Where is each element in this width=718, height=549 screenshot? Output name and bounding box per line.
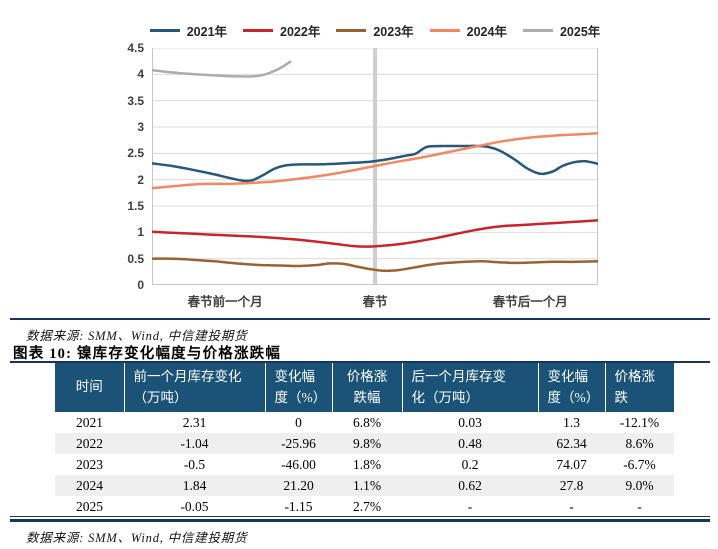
y-tick-label: 3.5 xyxy=(127,93,144,108)
table-cell: 1.8% xyxy=(352,456,382,472)
table-cell: 27.8 xyxy=(559,477,584,493)
y-tick-label: 4.5 xyxy=(127,41,144,55)
table-header-row: 时间 前一个月库存变化 （万吨） 变化幅 度（%） 价格涨 跌幅 后一个月库存变 化（万… xyxy=(55,363,674,412)
table-cell: 2025 xyxy=(76,498,103,514)
table-cell: 0.62 xyxy=(458,477,482,493)
table-cell: 62.34 xyxy=(556,435,587,451)
table-cell: 2022 xyxy=(76,435,103,451)
table-cell: 1.84 xyxy=(182,477,207,493)
nickel-seasonal-line-chart xyxy=(152,48,598,285)
y-tick-label: 1.5 xyxy=(127,199,144,213)
table-cell: -0.5 xyxy=(183,456,206,472)
chart-legend: 2021年 2022年 2023年 2024年 2025年 xyxy=(149,21,601,40)
table-header-cell: 价格涨 跌 xyxy=(605,363,674,412)
table-cell: 2021 xyxy=(76,414,103,430)
table-cell: 6.8% xyxy=(352,414,382,430)
table-cell: 2024 xyxy=(76,477,103,493)
series-line-2024 xyxy=(152,132,598,190)
table-cell: - xyxy=(569,498,574,514)
legend-line-swatch xyxy=(522,29,553,32)
table-cell: 9.8% xyxy=(352,435,382,451)
inventory-price-table: 时间 前一个月库存变化 （万吨） 变化幅 度（%） 价格涨 跌幅 后一个月库存变 化（万… xyxy=(55,363,674,517)
table-cell: -25.96 xyxy=(281,435,316,451)
table-cell: 0.2 xyxy=(461,456,479,472)
table-row-2022: 2022 -1.04 -25.96 9.8% 0.48 62.34 8.6% xyxy=(55,433,674,454)
y-tick-label: 3 xyxy=(137,120,144,134)
table-top-rule xyxy=(10,361,710,363)
series-line-2021 xyxy=(152,144,598,183)
legend-item-2023: 2023年 xyxy=(336,21,414,40)
table-cell: -0.05 xyxy=(180,498,209,514)
table-cell: 0.03 xyxy=(458,414,482,430)
y-tick-label: 2.5 xyxy=(127,146,144,161)
y-tick-label: 1 xyxy=(137,225,144,240)
legend-label: 2024年 xyxy=(466,25,507,39)
table-cell: 9.0% xyxy=(625,477,654,493)
series-line-2023 xyxy=(152,257,598,273)
table-cell: -12.1% xyxy=(619,414,660,430)
table-row-2024: 2024 1.84 21.20 1.1% 0.62 27.8 9.0% xyxy=(55,475,674,496)
figure-title: 图表 10: 镍库存变化幅度与价格涨跌幅 xyxy=(13,346,282,362)
x-tick-label: 春节 xyxy=(362,295,388,309)
legend-label: 2022年 xyxy=(280,25,321,39)
table-cell: 2.7% xyxy=(352,498,382,514)
table-cell: -1.15 xyxy=(284,498,313,514)
x-tick-label: 春节后一个月 xyxy=(492,295,568,309)
table-header-cell: 前一个月库存变化 （万吨） xyxy=(124,363,266,412)
table-header-cell: 价格涨 跌幅 xyxy=(332,363,403,412)
legend-line-swatch xyxy=(149,29,180,32)
table-cell: 1.1% xyxy=(352,477,382,493)
x-tick-label: 春节前一个月 xyxy=(187,295,263,309)
table-cell: 8.6% xyxy=(625,435,654,451)
legend-item-2021: 2021年 xyxy=(149,21,228,40)
series-line-2022 xyxy=(152,218,598,248)
y-tick-label: 0 xyxy=(137,278,144,292)
table-cell: 21.20 xyxy=(283,477,314,493)
table-cell: 2023 xyxy=(76,456,103,472)
y-tick-label: 2 xyxy=(137,172,144,187)
legend-item-2022: 2022年 xyxy=(243,21,320,40)
chart-source-note: 数据来源: SMM、Wind, 中信建投期货 xyxy=(26,329,248,343)
table-bottom-rule-thick xyxy=(10,519,710,522)
series-line-2025 xyxy=(152,60,292,78)
table-header-cell: 后一个月库存变 化（万吨） xyxy=(402,363,539,412)
legend-label: 2023年 xyxy=(373,25,414,39)
table-row-2025: 2025 -0.05 -1.15 2.7% - - - xyxy=(55,496,674,517)
table-cell: 74.07 xyxy=(556,456,587,472)
table-cell: - xyxy=(467,498,473,514)
table-header-cell: 变化幅 度（%） xyxy=(265,363,333,412)
y-tick-label: 4 xyxy=(137,67,144,82)
table-cell: -1.04 xyxy=(180,435,209,451)
table-row-2023: 2023 -0.5 -46.00 1.8% 0.2 74.07 -6.7% xyxy=(55,454,674,475)
top-divider-rule xyxy=(10,318,710,320)
table-cell: - xyxy=(637,498,642,514)
legend-item-2025: 2025年 xyxy=(522,21,601,40)
y-tick-label: 0.5 xyxy=(127,251,144,266)
legend-line-swatch xyxy=(336,29,367,32)
table-header-cell: 时间 xyxy=(55,363,125,412)
legend-label: 2025年 xyxy=(559,25,601,39)
table-cell: 0 xyxy=(295,414,302,430)
table-source-note: 数据来源: SMM、Wind, 中信建投期货 xyxy=(26,531,248,545)
table-cell: 2.31 xyxy=(182,414,207,430)
legend-line-swatch xyxy=(243,29,274,32)
table-cell: -6.7% xyxy=(623,456,656,472)
table-row-2021: 2021 2.31 0 6.8% 0.03 1.3 -12.1% xyxy=(55,412,674,433)
table-cell: 1.3 xyxy=(563,414,580,430)
table-cell: 0.48 xyxy=(458,435,482,451)
table-bottom-rule-thin xyxy=(10,516,710,517)
legend-item-2024: 2024年 xyxy=(429,21,507,40)
table-header-cell: 变化幅 度（%） xyxy=(538,363,606,412)
legend-label: 2021年 xyxy=(186,25,228,39)
table-cell: -46.00 xyxy=(281,456,316,472)
legend-line-swatch xyxy=(429,29,460,32)
